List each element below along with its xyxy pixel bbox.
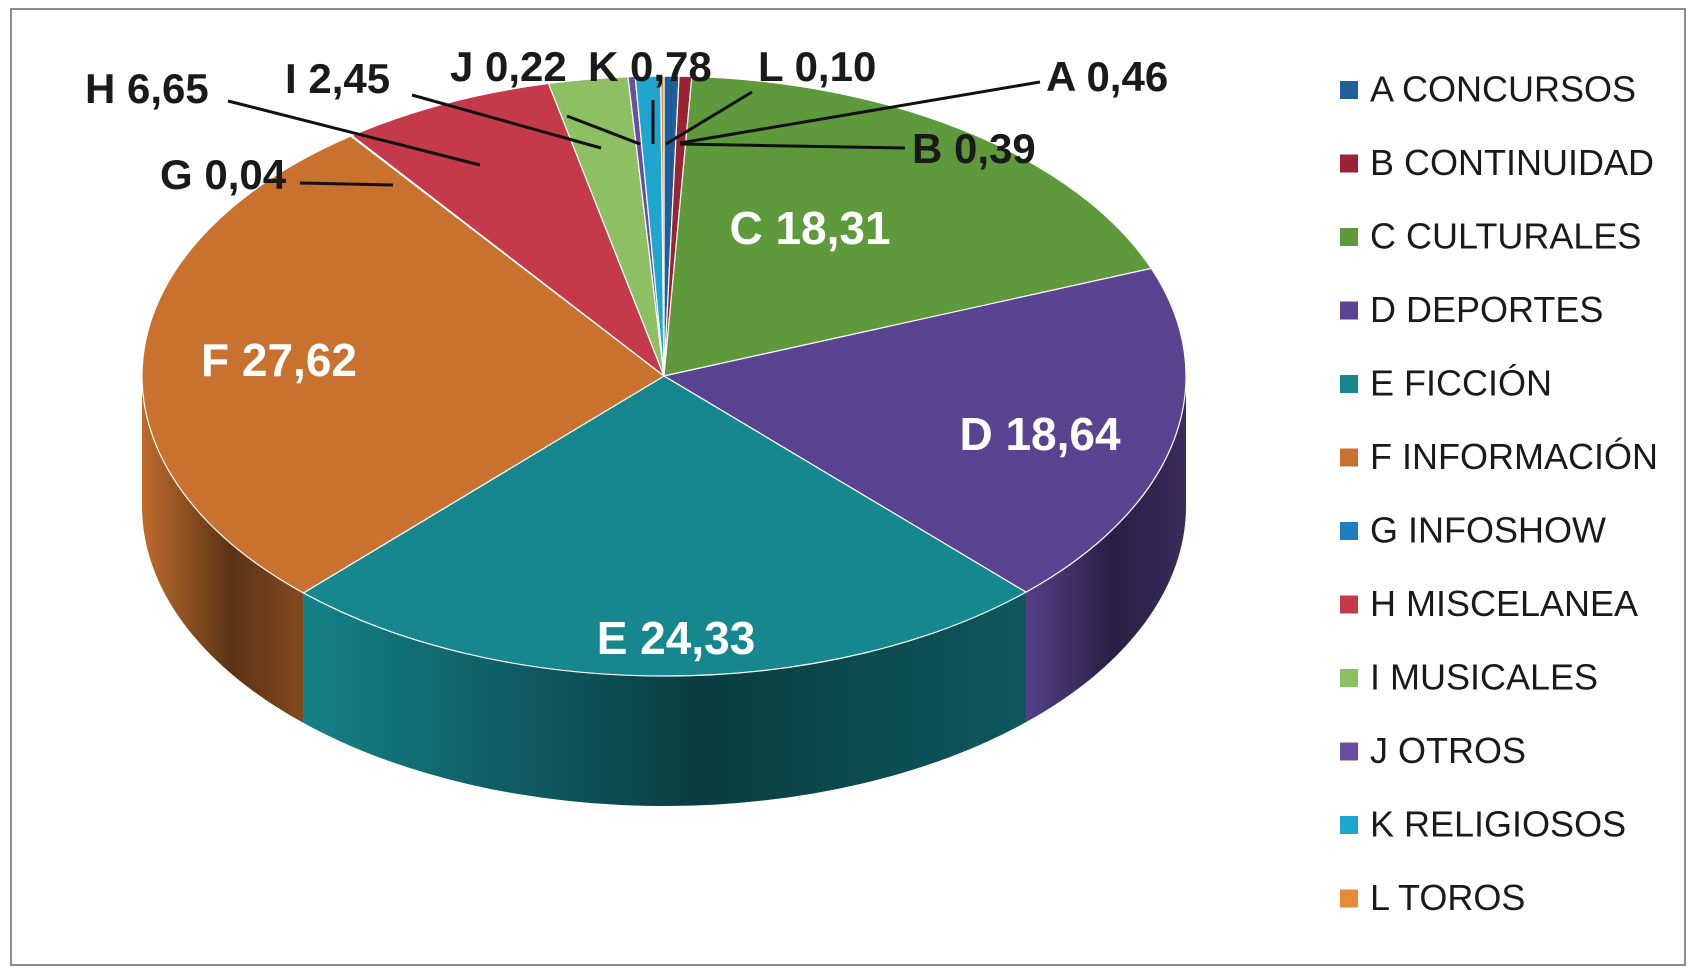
pie-slice-f [141,135,666,594]
slice-label-group: A 0,46B 0,39 C 18,31 D 18,64 E 24,33 F 27,62… [85,43,1168,664]
data-label-c: C 18,31 [729,202,890,254]
legend-label-k: K RELIGIOSOS [1370,804,1626,845]
leader-line-b [679,142,906,150]
legend-label-e: E FICCIÓN [1370,363,1552,404]
data-label-e: E 24,33 [597,612,756,664]
data-label-g: G 0,04 [160,151,287,198]
leader-line-i [411,93,602,150]
legend-label-b: B CONTINUIDAD [1370,142,1654,183]
data-label-k: K 0,78 [588,43,712,90]
pie-slice-e [302,375,1028,677]
leader-line-group [227,80,1041,187]
data-label-i: I 2,45 [285,55,390,102]
pie-side-shade-d [1025,376,1186,723]
legend-swatch-d [1340,301,1358,320]
legend-label-a: A CONCURSOS [1370,69,1636,110]
legend-label-c: C CULTURALES [1370,216,1641,257]
pie-slice-c [663,75,1153,377]
legend-swatch-c [1340,228,1358,246]
data-label-d: D 18,64 [959,408,1121,460]
legend-label-i: I MUSICALES [1370,657,1598,698]
data-label-f: F 27,62 [201,334,357,386]
leader-line-a [679,80,1041,145]
legend: A CONCURSOS B CONTINUIDAD C CULTURALES D DE… [1340,69,1658,918]
legend-swatch-i [1340,669,1358,687]
legend-swatch-a [1340,81,1358,99]
legend-label-g: G INFOSHOW [1370,510,1606,551]
legend-swatch-l [1340,889,1358,908]
pie-side-shade-f [142,376,304,723]
legend-swatch-f [1340,448,1358,467]
leader-line-l [665,90,753,146]
legend-label-f: F INFORMACIÓN [1370,436,1658,477]
leader-line-h [227,99,481,167]
pie-side-group [142,376,1186,806]
legend-label-j: J OTROS [1370,730,1526,771]
pie-slice-l [660,75,665,377]
legend-swatch-j [1340,742,1358,761]
legend-swatch-k [1340,816,1358,834]
legend-label-h: H MISCELANEA [1370,583,1638,624]
legend-swatch-h [1340,595,1358,614]
pie-slice-d [662,267,1187,593]
data-label-h: H 6,65 [85,65,209,112]
data-label-a: A 0,46 [1046,53,1168,100]
legend-swatch-e [1340,375,1358,393]
leader-line-j [566,114,641,146]
data-label-j: J 0,22 [450,43,567,90]
legend-swatch-g [1340,522,1358,540]
pie-slice-group [141,75,1187,677]
legend-label-l: L TOROS [1370,877,1525,918]
pie-side-shade-e [303,592,1026,806]
legend-label-d: D DEPORTES [1370,289,1603,330]
data-label-b: B 0,39 [912,125,1036,172]
legend-swatch-b [1340,154,1358,173]
data-label-l: L 0,10 [758,43,876,90]
leader-line-g [299,181,394,187]
